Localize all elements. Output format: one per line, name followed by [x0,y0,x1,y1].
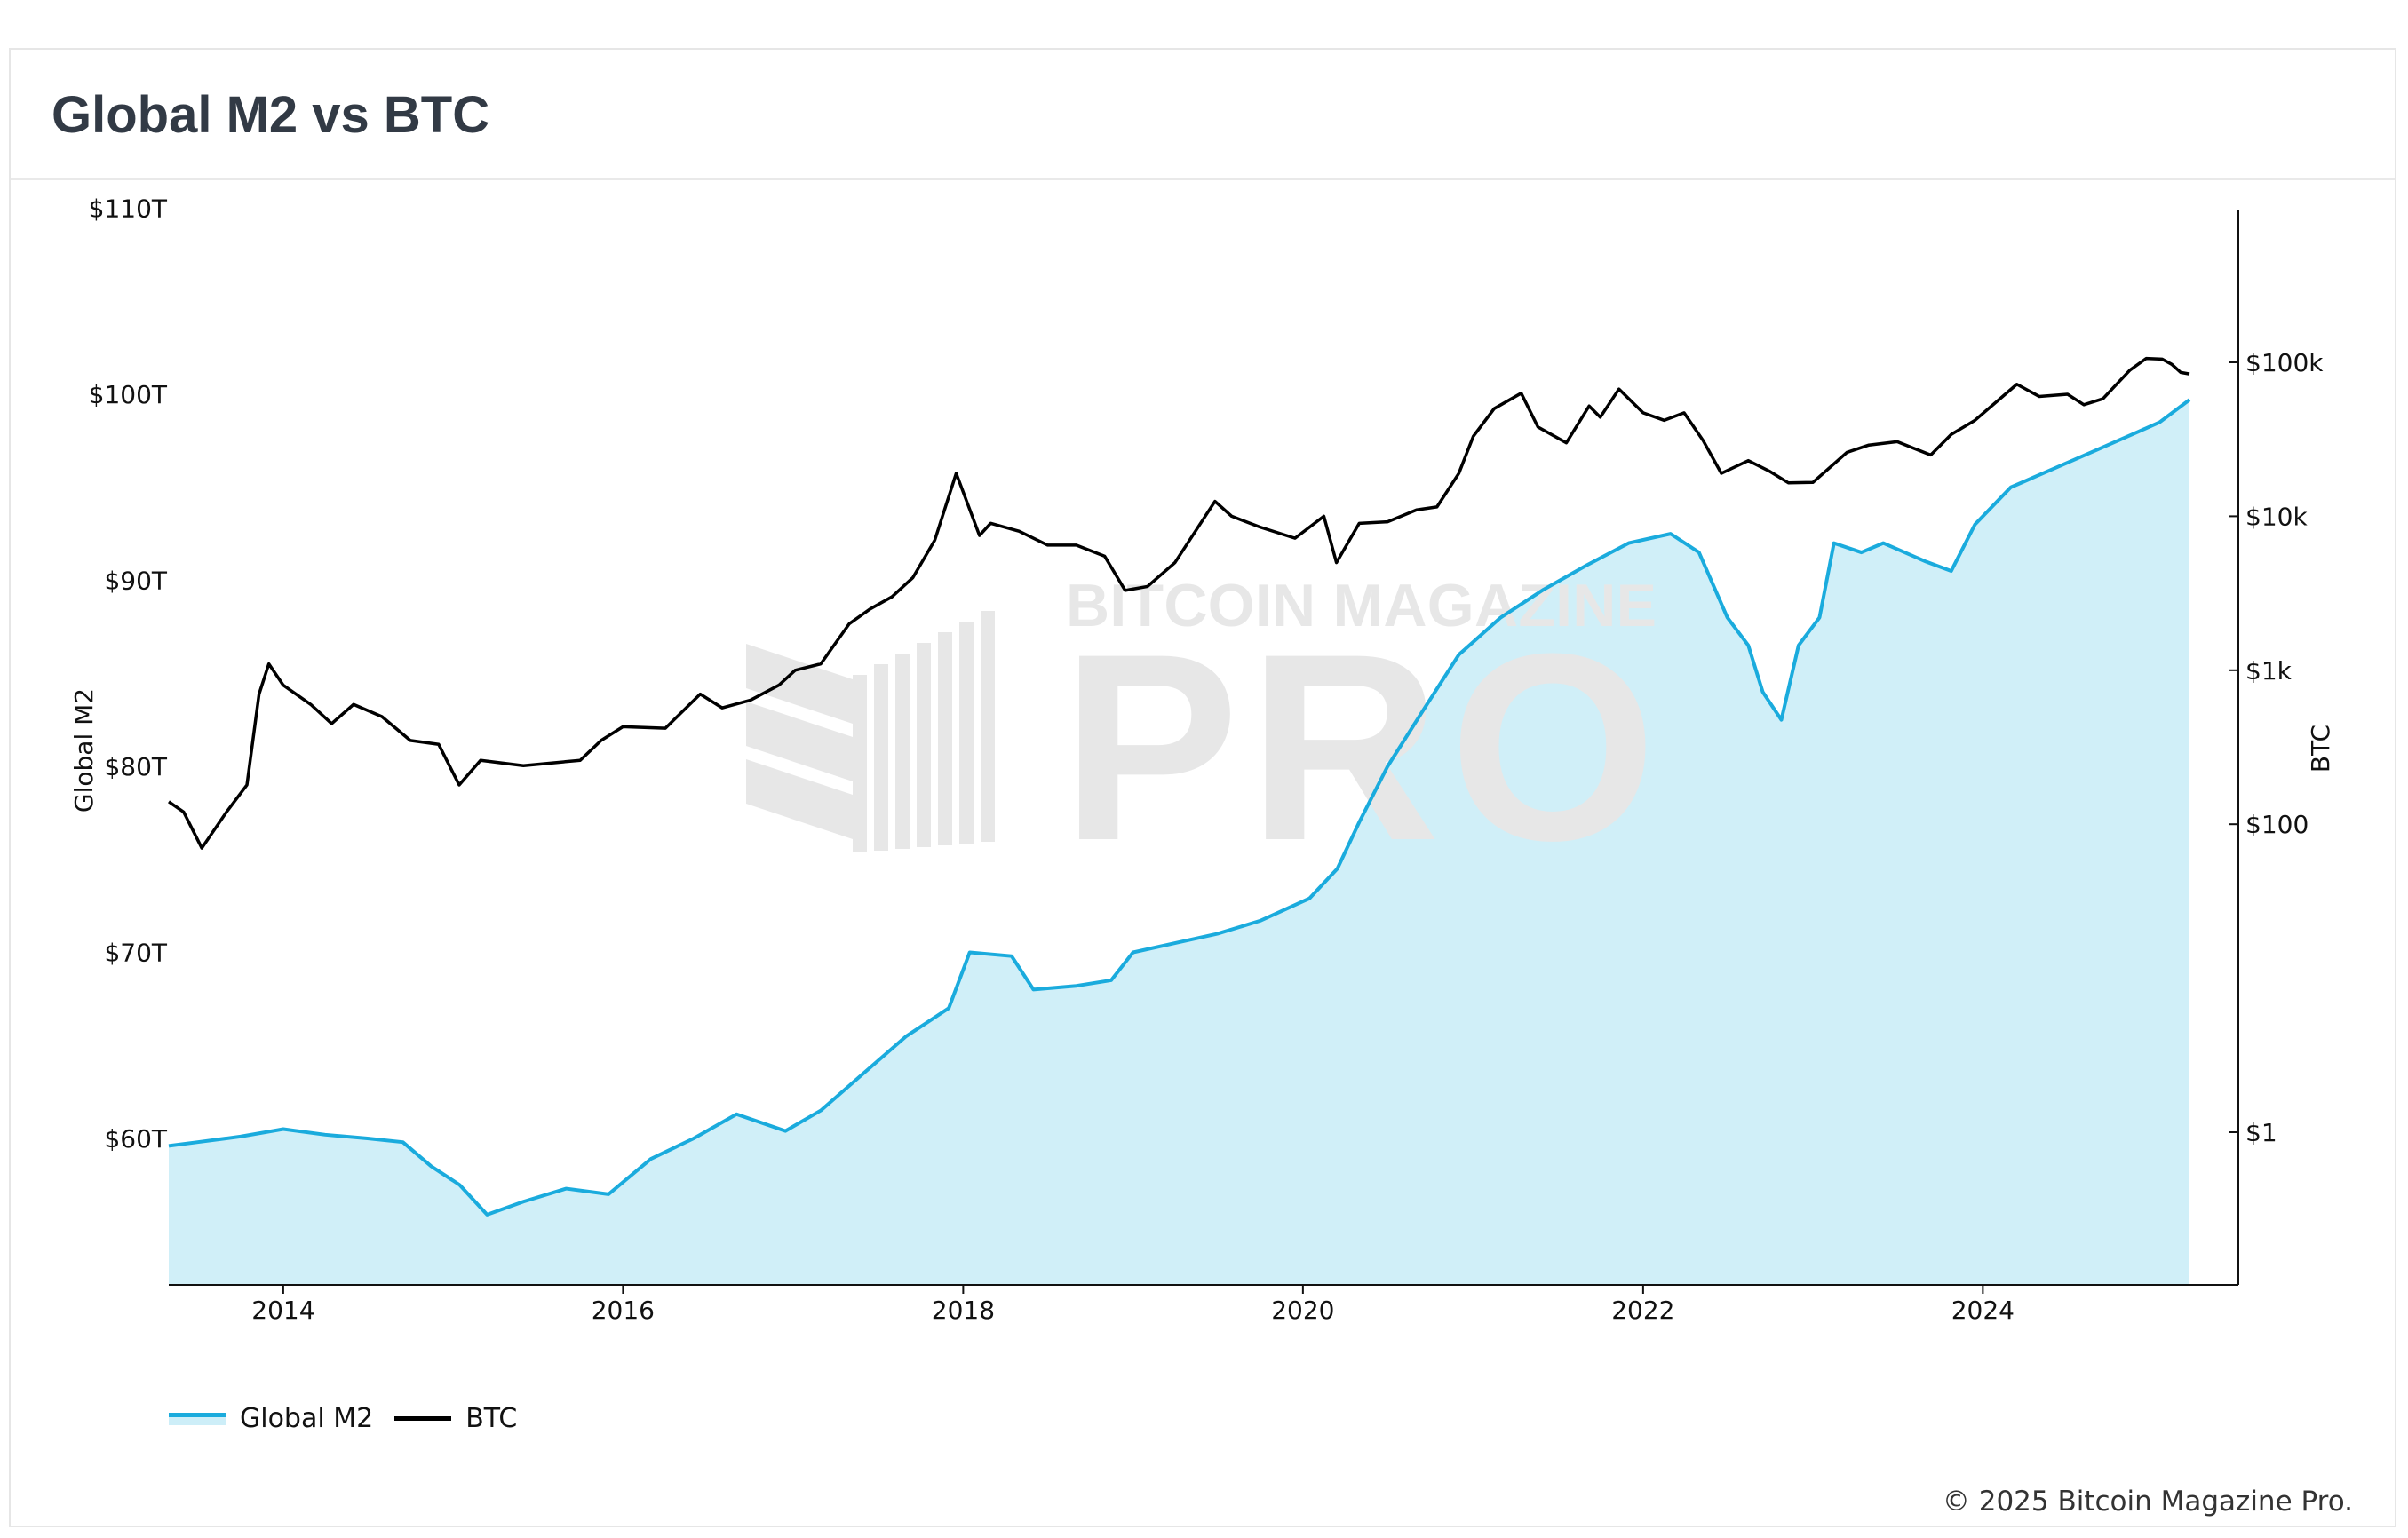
watermark-bar-5 [959,622,974,844]
y-right-tick-label-4: $1 [2245,1118,2277,1147]
x-tick-label-2020: 2020 [1271,1296,1334,1325]
y-right-tick-label-0: $100k [2245,348,2324,377]
legend-swatch-global-m2 [169,1412,226,1425]
y-right-tick-label-1: $10k [2245,502,2308,531]
watermark-chevron-2 [746,759,853,839]
y-right-tick-label-2: $1k [2245,656,2293,686]
y-left-tick-label-3: $80T [104,752,167,781]
legend: Global M2 BTC [169,1403,538,1434]
watermark-bar-3 [917,643,931,847]
watermark-chevron-1 [746,702,853,781]
series-global-m2-line [168,398,2191,1217]
y-right-axis-title: BTC [2306,725,2335,773]
watermark-bar-2 [895,654,910,849]
legend-label-global-m2: Global M2 [240,1403,374,1434]
watermark-text-pro: PRO [1061,598,1657,896]
x-tick-label-2022: 2022 [1611,1296,1674,1325]
legend-item-global-m2[interactable]: Global M2 [169,1403,373,1434]
y-left-axis-title: Global M2 [69,688,99,813]
watermark-bar-6 [981,611,995,842]
x-tick-label-2014: 2014 [251,1296,314,1325]
watermark-bar-0 [853,675,867,852]
copyright-text: © 2025 Bitcoin Magazine Pro. [1942,1486,2353,1518]
legend-item-btc[interactable]: BTC [394,1403,517,1434]
legend-label-btc: BTC [465,1403,518,1434]
legend-swatch-btc [394,1416,452,1421]
y-left-tick-label-4: $70T [104,939,167,968]
watermark-bar-1 [874,664,888,851]
x-tick-label-2018: 2018 [932,1296,995,1325]
x-tick-label-2016: 2016 [592,1296,655,1325]
series-global-m2-area [169,400,2189,1285]
watermark-bar-4 [938,632,952,845]
chart-title: Global M2 vs BTC [52,86,490,144]
chart-header: Global M2 vs BTC [11,50,2395,180]
watermark-chevron-0 [746,644,853,724]
series-btc-line [168,356,2190,850]
x-tick-label-2024: 2024 [1951,1296,2015,1325]
y-left-tick-label-2: $90T [104,567,167,596]
y-left-tick-label-1: $100T [89,380,168,409]
y-right-tick-label-3: $100 [2245,810,2309,839]
y-left-tick-label-5: $60T [104,1124,167,1154]
y-left-tick-label-0: $110T [89,194,168,224]
